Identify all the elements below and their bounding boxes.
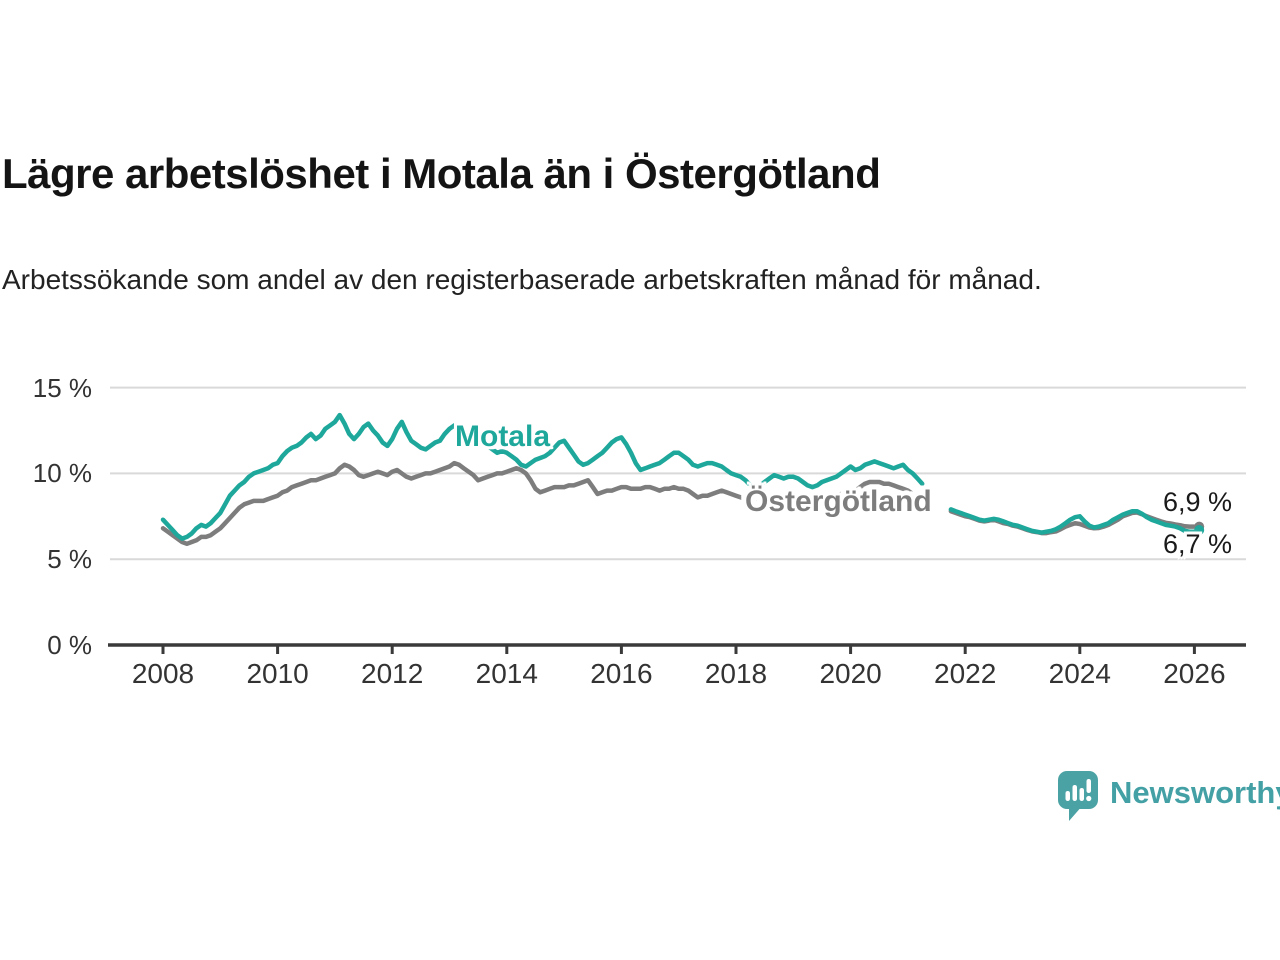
x-axis-tick-label-2008: 2008 xyxy=(131,658,195,689)
y-axis-tick-label-10: 10 % xyxy=(32,458,92,489)
newsworthy-logo: Newsworthy xyxy=(1056,770,1280,822)
end-value-motala: 6,7 % xyxy=(1163,529,1233,559)
x-axis-tick-label-2018: 2018 xyxy=(704,658,768,689)
x-axis-tick-label-2014: 2014 xyxy=(475,658,538,689)
newsworthy-wordmark: Newsworthy xyxy=(1110,775,1280,810)
chart-subtitle: Arbetssökande som andel av den registerb… xyxy=(2,264,1042,295)
x-axis-tick-label-2024: 2024 xyxy=(1048,658,1111,689)
x-axis-tick-label-2010: 2010 xyxy=(246,658,309,689)
newsworthy-bubble-icon xyxy=(1058,771,1098,821)
y-axis-tick-label-5: 5 % xyxy=(47,544,92,575)
series-label-motala: Motala xyxy=(455,420,551,453)
end-value-ostergotland: 6,9 % xyxy=(1163,487,1233,517)
x-axis-tick-label-2016: 2016 xyxy=(590,658,653,689)
x-axis-tick-label-2020: 2020 xyxy=(819,658,882,689)
series-label-ostergotland: Östergötland xyxy=(745,485,932,518)
x-axis-tick-label-2026: 2026 xyxy=(1163,658,1226,689)
y-axis-tick-label-0: 0 % xyxy=(47,630,92,660)
page-title: Lägre arbetslöshet i Motala än i Östergö… xyxy=(2,150,881,197)
series-end-dot-motala xyxy=(1194,525,1205,535)
y-axis-tick-label-15: 15 % xyxy=(32,372,92,403)
chart-canvas xyxy=(108,386,1246,654)
x-axis-tick-label-2012: 2012 xyxy=(361,658,424,689)
x-axis-tick-label-2022: 2022 xyxy=(934,658,997,689)
series-line-motala xyxy=(160,412,1202,541)
line-chart: 15 % 10 % 5 % 0 % 2008 2010 2012 2014 2016 2018 2… xyxy=(0,360,1280,700)
